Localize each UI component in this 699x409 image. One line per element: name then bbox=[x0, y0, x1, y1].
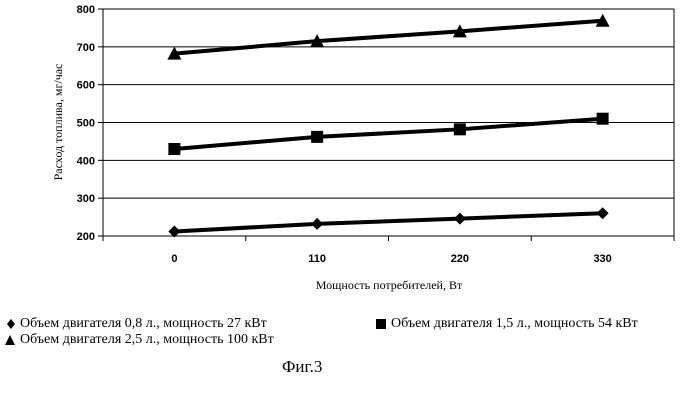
x-tick-label: 110 bbox=[308, 253, 326, 265]
gridlines bbox=[103, 9, 674, 236]
series-line-2 bbox=[174, 119, 602, 149]
x-tick-label: 0 bbox=[171, 253, 177, 265]
chart-canvas: 200 300 400 500 600 700 800 0 110 220 330 Расход … bbox=[0, 0, 699, 330]
y-tick-labels: 200 300 400 500 600 700 800 bbox=[77, 4, 95, 243]
square-icon bbox=[375, 318, 387, 330]
y-tick-label: 700 bbox=[77, 42, 95, 54]
data-point-series-2 bbox=[168, 143, 180, 155]
data-point-series-2 bbox=[597, 113, 609, 125]
diamond-icon bbox=[6, 318, 16, 330]
legend-item-series-2: Объем двигателя 1,5 л., мощность 54 кВт bbox=[375, 316, 638, 332]
x-axis-title: Мощность потребителей, Вт bbox=[316, 278, 463, 292]
y-tick-label: 200 bbox=[77, 231, 95, 243]
x-tick-label: 330 bbox=[593, 253, 611, 265]
data-point-series-2 bbox=[454, 123, 466, 135]
y-tick-label: 500 bbox=[77, 118, 95, 130]
y-tick-label: 800 bbox=[77, 4, 95, 16]
data-point-series-2 bbox=[311, 131, 323, 143]
y-tick-label: 300 bbox=[77, 193, 95, 205]
x-tick-labels: 0 110 220 330 bbox=[171, 253, 611, 265]
legend-label-series-1: Объем двигателя 0,8 л., мощность 27 кВт bbox=[20, 316, 267, 332]
series-line-1 bbox=[174, 213, 602, 231]
data-point-series-1 bbox=[454, 213, 466, 225]
legend-item-series-3: Объем двигателя 2,5 л., мощность 100 кВт bbox=[4, 332, 274, 348]
triangle-icon bbox=[4, 334, 16, 346]
axes bbox=[98, 9, 674, 241]
y-tick-label: 400 bbox=[77, 155, 95, 167]
legend-item-series-1: Объем двигателя 0,8 л., мощность 27 кВт bbox=[6, 316, 267, 332]
data-point-series-1 bbox=[597, 207, 609, 219]
series-line-3 bbox=[174, 21, 602, 54]
y-tick-label: 600 bbox=[77, 80, 95, 92]
legend-label-series-2: Объем двигателя 1,5 л., мощность 54 кВт bbox=[391, 316, 638, 332]
data-point-series-1 bbox=[311, 218, 323, 230]
x-tick-label: 220 bbox=[451, 253, 469, 265]
legend-label-series-3: Объем двигателя 2,5 л., мощность 100 кВт bbox=[20, 332, 274, 348]
figure-caption: Фиг.3 bbox=[282, 357, 322, 377]
y-axis-title: Расход топлива, мг/час bbox=[51, 64, 65, 181]
